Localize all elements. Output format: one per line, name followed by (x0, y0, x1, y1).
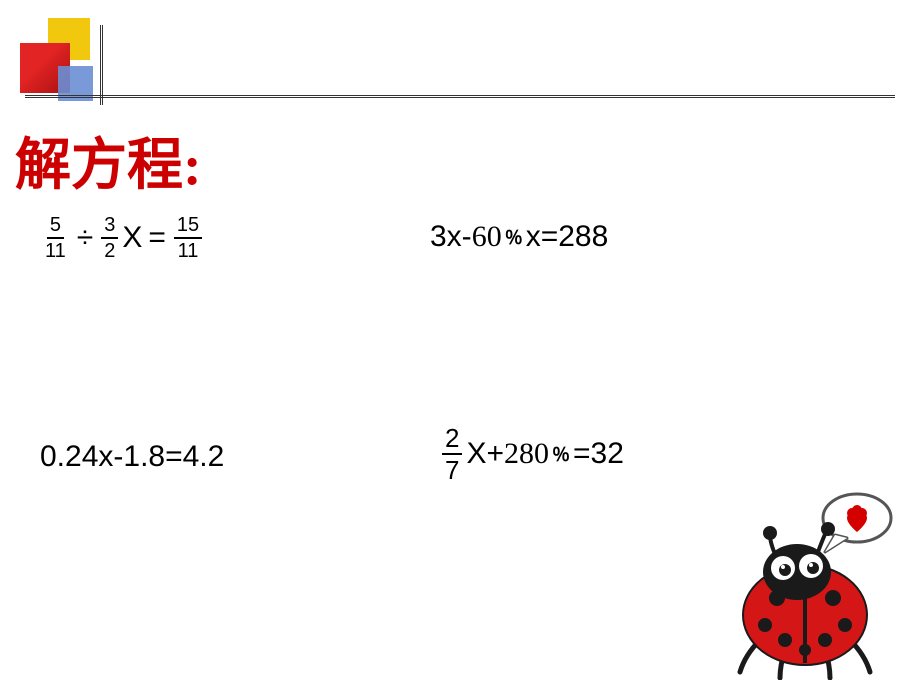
percent-icon: ％ (505, 224, 523, 250)
equation-1: 5 11 ÷ 3 2 X = 15 11 (40, 215, 204, 261)
ladybug-illustration (705, 480, 905, 680)
eq2-part-a: 3x- (430, 220, 472, 254)
equation-3: 0.24x-1.8=4.2 (40, 440, 224, 474)
op-equals: = (148, 221, 166, 255)
var-x: X (122, 221, 142, 255)
fraction-3-2: 3 2 (101, 215, 118, 261)
fraction-5-11: 5 11 (42, 215, 69, 261)
fraction-15-11: 15 11 (174, 215, 202, 261)
equation-4: 2 7 X+ 280 ％ =32 (440, 425, 624, 483)
fraction-2-7: 2 7 (442, 425, 462, 483)
eq2-part-b: x=288 (526, 220, 609, 254)
eq2-sixty: 60 (472, 220, 502, 254)
vertical-rule (100, 25, 103, 105)
speech-bubble (823, 494, 891, 552)
eq4-part-a: X+ (466, 437, 504, 471)
percent-icon: ％ (552, 441, 570, 467)
equation-2: 3x- 60 ％ x=288 (430, 220, 608, 254)
horizontal-rule (25, 95, 895, 98)
ladybug-svg (705, 480, 905, 680)
eq4-part-b: =32 (573, 437, 624, 471)
eq4-280: 280 (504, 437, 549, 471)
op-divide: ÷ (77, 221, 93, 255)
page-title: 解方程: (15, 120, 202, 201)
